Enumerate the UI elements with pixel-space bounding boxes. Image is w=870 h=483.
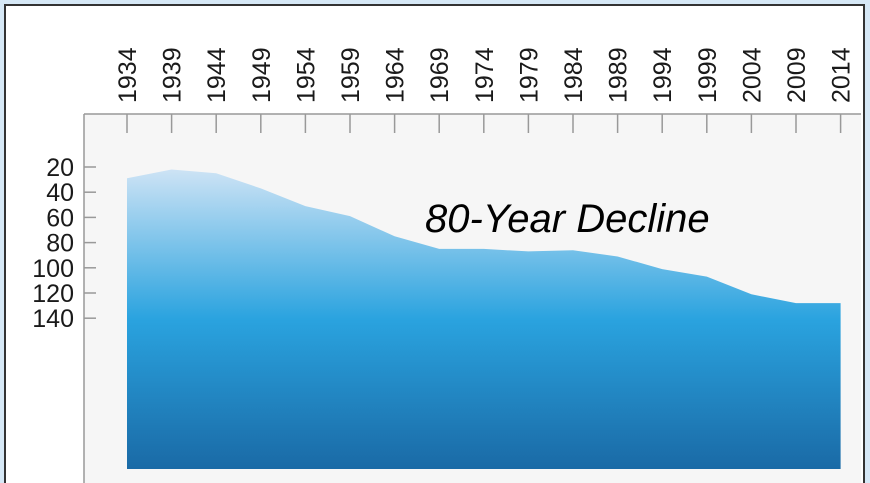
- area-series: [127, 169, 841, 469]
- y-tick-label: 120: [32, 280, 74, 308]
- y-tick-label: 60: [46, 204, 74, 232]
- x-tick-label: 2009: [783, 47, 811, 103]
- y-tick-label: 20: [46, 154, 74, 182]
- x-tick-label: 1989: [605, 47, 633, 103]
- x-tick-label: 1999: [694, 47, 722, 103]
- x-tick-label: 1949: [248, 47, 276, 103]
- x-tick-label: 1944: [203, 47, 231, 103]
- y-tick-label: 40: [46, 179, 74, 207]
- x-tick-label: 1939: [159, 47, 187, 103]
- x-tick-label: 1994: [649, 47, 677, 103]
- x-tick-label: 1984: [560, 47, 588, 103]
- x-tick-label: 1974: [471, 47, 499, 103]
- x-tick-label: 1964: [382, 47, 410, 103]
- x-tick-label: 1934: [114, 47, 142, 103]
- x-tick-label: 1959: [337, 47, 365, 103]
- x-tick-label: 1979: [515, 47, 543, 103]
- x-tick-label: 2014: [828, 47, 856, 103]
- x-tick-label: 2004: [738, 47, 766, 103]
- y-tick-label: 100: [32, 255, 74, 283]
- x-tick-label: 1954: [292, 47, 320, 103]
- x-tick-label: 1969: [426, 47, 454, 103]
- chart-annotation: 80-Year Decline: [425, 197, 710, 241]
- y-tick-label: 140: [32, 305, 74, 333]
- y-tick-label: 80: [46, 230, 74, 258]
